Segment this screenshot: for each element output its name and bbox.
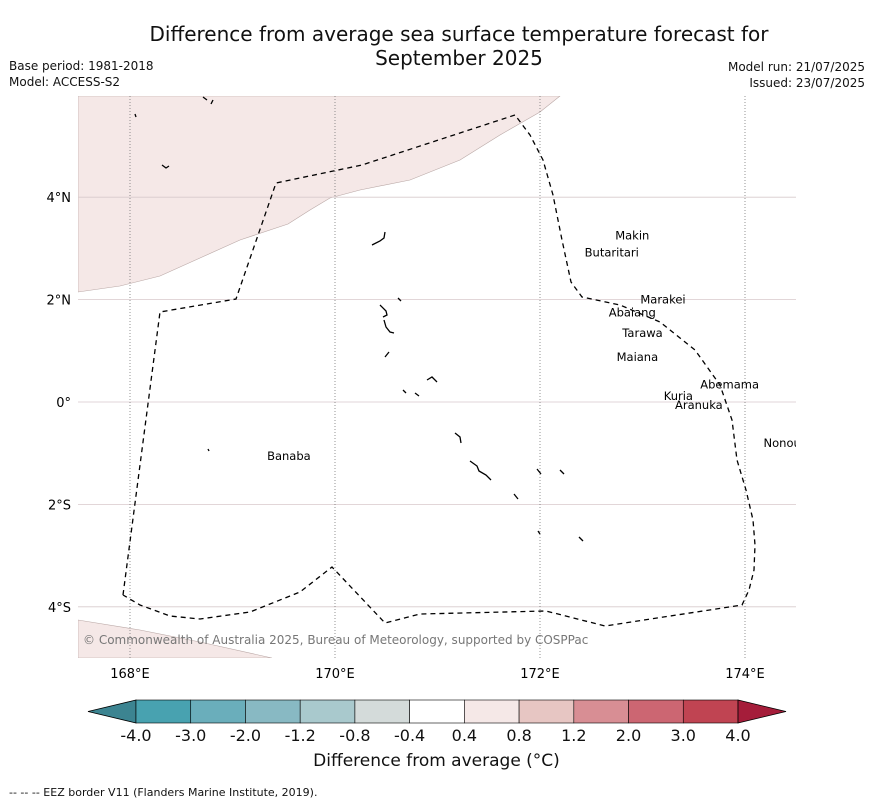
- base-period: Base period: 1981-2018: [9, 59, 154, 73]
- colorbar-segment: [190, 699, 246, 724]
- colorbar-segment: [409, 699, 465, 724]
- colorbar-tick-label: -2.0: [229, 726, 262, 745]
- island-butaritari: [371, 231, 386, 246]
- issued-date: Issued: 23/07/2025: [749, 76, 865, 90]
- island-label: Tarawa: [621, 326, 662, 340]
- island-arorae: [578, 536, 584, 542]
- colorbar: [87, 699, 787, 724]
- colorbar-segment: [518, 699, 575, 724]
- island-label: Banaba: [267, 449, 311, 463]
- colorbar-tick-label: 0.8: [506, 726, 532, 745]
- island-banaba: [207, 448, 210, 452]
- model-run: Model run: 21/07/2025: [727, 60, 865, 74]
- colorbar-tick-label: -0.8: [339, 726, 371, 745]
- island-beru: [536, 468, 542, 475]
- island-onotoa: [513, 493, 519, 500]
- longitude-gridlines: [129, 96, 746, 658]
- island-label: Maiana: [617, 350, 659, 364]
- island-nw-1: [134, 113, 137, 118]
- colorbar-segment: [299, 699, 356, 724]
- lat-label: 4°N: [47, 191, 72, 206]
- island-label: Abemama: [700, 378, 759, 392]
- island-maiana: [384, 351, 390, 358]
- colorbar-segment: [354, 699, 410, 724]
- colorbar-extend-low: [87, 699, 137, 724]
- colorbar-tick-label: 3.0: [670, 726, 696, 745]
- eez-border: [122, 114, 756, 627]
- colorbar-tick-label: 0.4: [451, 726, 478, 745]
- island-tamana: [537, 530, 541, 535]
- island-label: Kuria: [664, 389, 693, 403]
- island-nw-2: [161, 164, 170, 169]
- colorbar-tick-label: 2.0: [615, 726, 642, 745]
- title-line-2: September 2025: [375, 46, 543, 70]
- colorbar-segment: [628, 699, 684, 724]
- copyright-note: © Commonwealth of Australia 2025, Bureau…: [83, 633, 588, 647]
- footer-note: -- -- -- EEZ border V11 (Flanders Marine…: [9, 786, 318, 799]
- colorbar-tick-label: 1.2: [561, 726, 587, 745]
- island-nw-4: [210, 99, 214, 105]
- colorbar-segment: [573, 699, 629, 724]
- colorbar-segment: [245, 699, 301, 724]
- island-nonouti: [454, 432, 462, 444]
- chart-title: Difference from average sea surface temp…: [0, 22, 873, 70]
- latitude-gridlines: [78, 196, 796, 608]
- island-kuria: [402, 389, 407, 394]
- colorbar-extend-high: [737, 699, 787, 724]
- island-aranuka: [414, 392, 420, 397]
- islands: [134, 96, 584, 542]
- anomaly-patch-south: [78, 619, 273, 658]
- island-label: Tabiteuea: [798, 477, 855, 491]
- lat-label: 0°: [56, 396, 71, 411]
- island-label: Abaiang: [609, 305, 656, 319]
- colorbar-segment: [682, 699, 739, 724]
- colorbar-tick-label: -4.0: [120, 726, 152, 745]
- island-label: Nonouti: [764, 436, 809, 450]
- island-label: Makin: [615, 229, 649, 243]
- meta-right: Model run: 21/07/2025 Issued: 23/07/2025: [728, 59, 865, 91]
- colorbar-tick-label: -3.0: [175, 726, 207, 745]
- lon-label: 168°E: [110, 667, 150, 682]
- colorbar-tick-label: -1.2: [284, 726, 316, 745]
- island-tarawa: [383, 319, 395, 334]
- colorbar-segment: [464, 699, 520, 724]
- latitude-labels: 4°N 2°N 0° 2°S 4°S: [47, 191, 72, 616]
- title-line-1: Difference from average sea surface temp…: [149, 22, 769, 46]
- island-tabiteuea: [469, 460, 492, 481]
- colorbar-tick-label: -0.4: [394, 726, 426, 745]
- lon-label: 170°E: [315, 667, 355, 682]
- anomaly-patch-north: [78, 96, 561, 293]
- island-abemama: [426, 376, 438, 383]
- island-label: Butaritari: [585, 245, 639, 259]
- colorbar-title: Difference from average (°C): [313, 751, 560, 771]
- lon-label: 174°E: [725, 667, 765, 682]
- lat-label: 4°S: [48, 601, 71, 616]
- island-abaiang: [379, 304, 388, 318]
- model-name: Model: ACCESS-S2: [9, 75, 121, 89]
- meta-left: Base period: 1981-2018 Model: ACCESS-S2: [9, 58, 154, 90]
- colorbar-segment: [135, 699, 192, 724]
- island-nikunau: [559, 469, 565, 475]
- island-nw-3: [202, 96, 208, 101]
- island-label: Aranuka: [675, 398, 723, 412]
- island-label: Marakei: [640, 293, 685, 307]
- lat-label: 2°N: [47, 294, 72, 309]
- lon-label: 172°E: [520, 667, 560, 682]
- colorbar-tick-label: 4.0: [725, 726, 751, 745]
- island-marakei: [397, 297, 402, 302]
- lat-label: 2°S: [48, 498, 71, 513]
